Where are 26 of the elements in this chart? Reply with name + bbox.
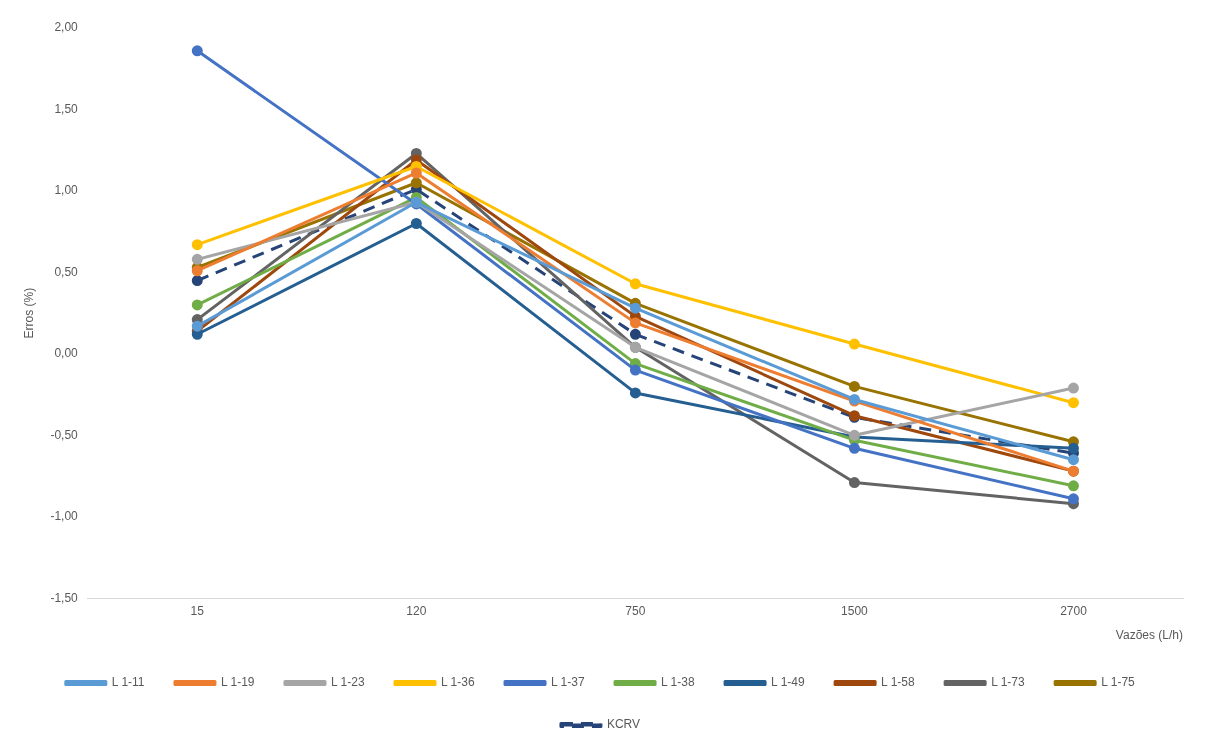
y-tick-label: 1,50 [54,101,79,116]
y-tick-label: -1,50 [50,590,79,605]
x-tick-label: 750 [625,603,646,618]
x-tick-label: 120 [406,603,427,618]
legend-label: L 1-38 [661,675,695,690]
y-axis-title: Erros (%) [21,287,36,339]
legend-label: L 1-23 [330,675,365,690]
legend-label: L 1-73 [991,675,1026,690]
legend-label: L 1-75 [1101,675,1136,690]
x-tick-label: 2700 [1060,603,1088,618]
y-tick-label: -1,00 [50,509,79,524]
y-tick-label: 0,00 [54,346,79,361]
legend-label: L 1-49 [771,675,805,690]
y-tick-label: -0,50 [50,427,79,442]
legend-label: KCRV [606,717,641,732]
y-tick-label: 0,50 [54,264,79,279]
legend-label: L 1-36 [441,675,475,690]
x-tick-label: 1500 [841,603,869,618]
y-tick-label: 2,00 [54,20,79,35]
x-axis-title: Vazões (L/h) [1115,628,1183,643]
legend-label: L 1-37 [551,675,585,690]
legend-label: L 1-11 [111,675,145,690]
legend-label: L 1-19 [220,675,255,690]
y-tick-label: 1,00 [54,183,79,198]
x-tick-label: 15 [190,603,205,618]
legend-label: L 1-58 [881,675,916,690]
